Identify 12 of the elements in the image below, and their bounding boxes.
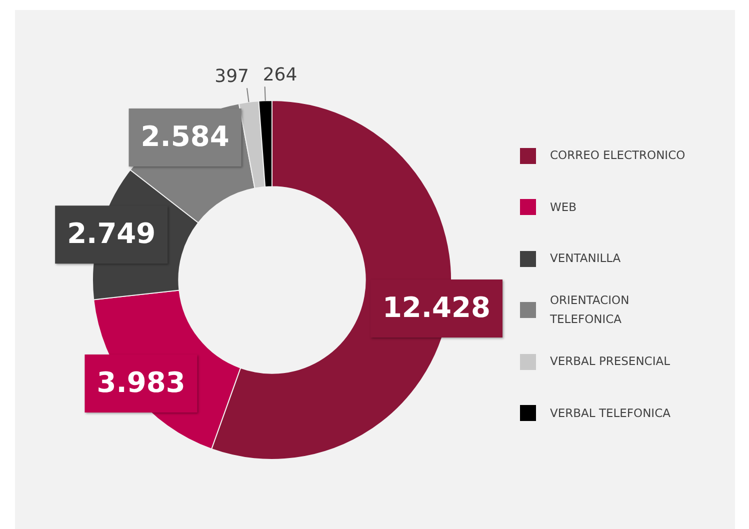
data-label: 2.749 [67,216,156,250]
legend-label: VERBAL TELEFONICA [550,404,670,422]
legend-label: VERBAL PRESENCIAL [550,353,670,370]
data-label: 12.428 [382,290,491,324]
legend-label: VENTANILLA [550,250,621,268]
legend-label: CORREO ELECTRONICO [550,147,686,164]
data-label: 3.983 [96,366,186,399]
data-label: 397 [214,66,249,87]
data-label: 264 [262,64,298,86]
legend-label: ORIENTACION TELEFONICA [550,292,630,328]
data-label: 2.584 [140,120,230,153]
legend-label: WEB [550,198,577,216]
